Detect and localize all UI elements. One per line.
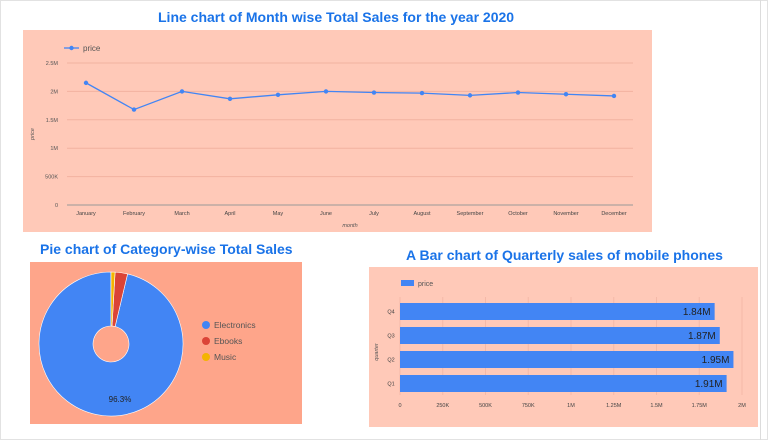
bar-data-label: 1.87M (688, 331, 716, 342)
bar-q2 (400, 351, 734, 368)
line-chart: 0 500K 1M 1.5M 2M 2.5M January February March Apr… (30, 44, 633, 229)
legend-swatch-music (202, 353, 210, 361)
legend-label-ebooks: Ebooks (214, 336, 242, 346)
y-tick-label: 2M (50, 89, 58, 95)
page-divider (760, 0, 761, 440)
data-point (419, 90, 425, 96)
x-tick-label: May (273, 211, 284, 217)
bar-data-label: 1.84M (683, 307, 711, 318)
legend-label-electronics: Electronics (214, 320, 256, 330)
legend-swatch-electronics (202, 321, 210, 329)
x-tick-label: 1.75M (692, 403, 708, 409)
x-tick-label: 750K (522, 403, 535, 409)
x-tick-label: September (457, 211, 484, 217)
x-tick-label: 1.25M (606, 403, 622, 409)
pie-data-label: 96.3% (109, 395, 132, 404)
legend-label: price (418, 281, 433, 288)
pie-chart: 96.3% Electronics Ebooks Music (38, 271, 256, 417)
x-tick-label: 1.5M (650, 403, 663, 409)
x-tick-label: June (320, 211, 332, 217)
x-tick-label: 500K (479, 403, 492, 409)
y-tick-label: 500K (45, 175, 58, 181)
legend-label-music: Music (214, 352, 237, 362)
pie-chart-panel: 96.3% Electronics Ebooks Music (30, 262, 302, 424)
data-point (83, 80, 89, 86)
y-axis-label: quarter (374, 342, 380, 361)
data-point (275, 92, 281, 98)
bar-chart-title: A Bar chart of Quarterly sales of mobile… (406, 247, 723, 263)
legend-label: price (83, 44, 101, 53)
y-tick-label: Q3 (387, 334, 394, 340)
legend-swatch (401, 280, 414, 286)
x-tick-label: 1M (567, 403, 575, 409)
x-axis-label: month (342, 223, 357, 229)
bar-chart-panel: 0 250K 500K 750K 1M 1.25M 1.5M 1.75M 2M 1.84M Q4 1.… (369, 267, 758, 427)
x-tick-label: 0 (398, 403, 401, 409)
line-chart-panel: 0 500K 1M 1.5M 2M 2.5M January February March Apr… (23, 30, 652, 232)
data-point (227, 96, 233, 101)
y-tick-label: Q2 (387, 358, 394, 364)
bar-data-label: 1.95M (702, 355, 730, 366)
x-tick-label: October (508, 211, 528, 217)
bar-chart: 0 250K 500K 750K 1M 1.25M 1.5M 1.75M 2M 1.84M Q4 1.… (374, 280, 746, 409)
y-axis-label: price (30, 128, 36, 141)
x-tick-label: January (76, 211, 96, 217)
pie-slice-music (110, 271, 116, 327)
y-tick-label: 1M (50, 146, 58, 152)
legend-swatch-ebooks (202, 337, 210, 345)
data-point (179, 89, 185, 94)
bar-data-label: 1.91M (695, 379, 723, 390)
bar-q3 (400, 327, 720, 344)
x-tick-label: February (123, 211, 145, 217)
x-tick-label: March (174, 211, 189, 217)
x-tick-label: July (369, 211, 379, 217)
y-tick-label: Q1 (387, 382, 394, 388)
pie-chart-title: Pie chart of Category-wise Total Sales (40, 241, 293, 257)
pie-slice-electronics (38, 271, 184, 417)
data-point (611, 93, 617, 99)
data-point (563, 92, 569, 97)
y-tick-label: 2.5M (46, 61, 59, 67)
x-tick-label: April (224, 211, 235, 217)
series-line-price (85, 82, 615, 111)
data-point (467, 93, 473, 98)
data-point (371, 90, 377, 95)
y-tick-label: Q4 (387, 310, 394, 316)
x-tick-label: November (553, 211, 579, 217)
x-tick-label: August (413, 211, 431, 217)
data-point (515, 90, 521, 95)
x-tick-label: 2M (738, 403, 746, 409)
x-tick-label: December (601, 211, 627, 217)
y-tick-label: 1.5M (46, 118, 59, 124)
line-chart-title: Line chart of Month wise Total Sales for… (158, 9, 515, 25)
x-tick-label: 250K (436, 403, 449, 409)
data-point (323, 89, 329, 94)
legend-marker (69, 45, 74, 51)
bar-q4 (400, 303, 715, 320)
data-point (131, 107, 137, 112)
y-tick-label: 0 (55, 203, 58, 209)
bar-q1 (400, 375, 727, 392)
